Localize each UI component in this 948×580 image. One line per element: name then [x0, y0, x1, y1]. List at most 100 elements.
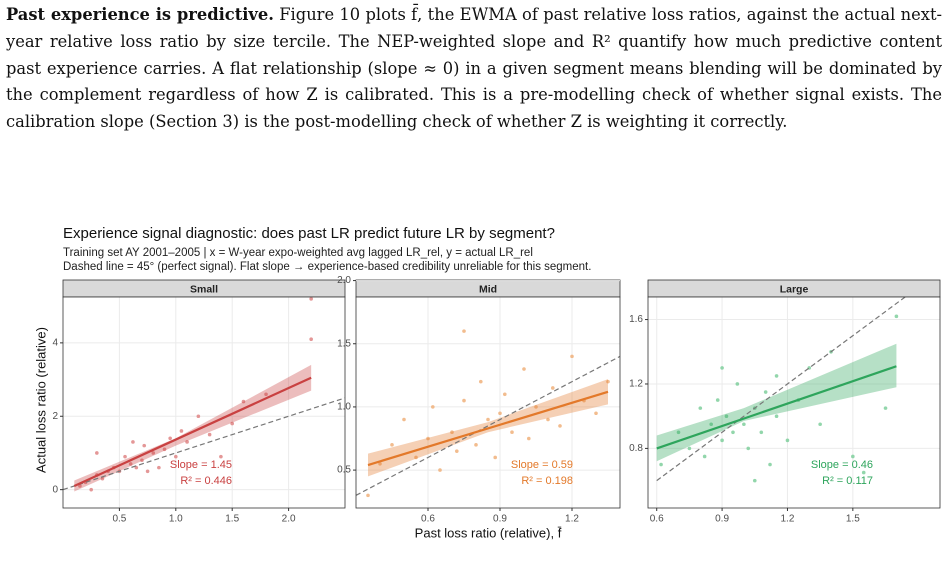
point — [731, 430, 735, 435]
x-tick-label: 1.2 — [565, 514, 579, 525]
plot-layer — [356, 329, 620, 498]
point — [264, 392, 268, 397]
y-tick-label: 1.5 — [337, 338, 351, 349]
plot-layer — [63, 297, 345, 492]
x-tick-label: 0.6 — [421, 514, 435, 525]
point — [474, 443, 478, 447]
point — [861, 470, 866, 475]
point — [450, 430, 454, 434]
point — [219, 454, 223, 459]
point — [558, 424, 562, 428]
point — [462, 329, 466, 333]
point — [763, 390, 768, 394]
figure-subtitle: Dashed line = 45° (perfect signal). Flat… — [63, 261, 591, 273]
point — [455, 449, 459, 453]
y-tick-label: 0.8 — [629, 443, 643, 454]
point — [715, 398, 720, 402]
point — [720, 366, 724, 370]
panel-title: Small — [190, 283, 218, 295]
point — [78, 484, 82, 488]
figure-title: Experience signal diagnostic: does past … — [63, 225, 555, 242]
point — [774, 374, 779, 378]
point — [522, 367, 526, 371]
point — [659, 462, 663, 467]
x-tick-label: 0.6 — [650, 514, 664, 525]
point — [123, 454, 127, 459]
point — [498, 411, 502, 416]
point — [309, 297, 313, 301]
point — [606, 379, 610, 384]
y-tick-label: 2 — [52, 411, 58, 422]
point — [140, 458, 144, 463]
point — [174, 454, 178, 459]
point — [131, 440, 135, 444]
point — [128, 462, 133, 466]
point — [720, 438, 724, 443]
point — [431, 405, 435, 409]
point — [851, 454, 855, 459]
point — [698, 406, 703, 410]
panel-bg — [63, 297, 345, 508]
point — [742, 422, 746, 427]
annotation: R² = 0.117 — [822, 475, 873, 487]
y-tick-label: 1.2 — [629, 379, 643, 390]
reference-line — [656, 297, 906, 482]
y-tick-label: 0.5 — [337, 465, 351, 476]
point — [230, 421, 234, 426]
panel-border — [62, 296, 346, 509]
point — [746, 446, 751, 451]
point — [462, 398, 466, 403]
point — [735, 382, 740, 386]
paragraph-text: Figure 10 plots f̄, the EWMA of past rel… — [6, 5, 943, 132]
x-tick-label: 1.2 — [781, 514, 795, 525]
annotation: R² = 0.198 — [521, 475, 573, 487]
point — [702, 454, 707, 459]
annotation: R² = 0.446 — [180, 475, 232, 487]
x-tick-label: 1.5 — [846, 514, 860, 525]
point — [168, 436, 172, 441]
x-axis-label: Past loss ratio (relative), f̄ — [415, 525, 562, 540]
panel-border — [355, 296, 621, 509]
point — [527, 436, 531, 441]
point — [534, 405, 538, 409]
x-tick-label: 1.0 — [169, 514, 183, 525]
point — [309, 337, 313, 342]
y-tick-label: 1.0 — [337, 402, 351, 413]
point — [100, 476, 105, 481]
x-tick-label: 0.9 — [493, 514, 507, 525]
point — [759, 430, 764, 435]
point — [551, 386, 555, 390]
point — [89, 487, 93, 492]
point — [676, 430, 681, 435]
annotation: Slope = 0.59 — [511, 459, 573, 471]
point — [570, 354, 574, 359]
y-tick-label: 1.6 — [629, 314, 643, 325]
y-tick-label: 2.0 — [337, 275, 351, 286]
panel-title: Large — [780, 283, 809, 295]
point — [157, 465, 161, 470]
point — [179, 429, 184, 433]
point — [207, 432, 212, 437]
x-tick-label: 0.9 — [715, 514, 729, 525]
point — [142, 443, 147, 448]
point — [724, 414, 729, 418]
paragraph-lead: Past experience is predictive. — [6, 5, 274, 24]
x-tick-label: 2.0 — [282, 514, 296, 525]
point — [414, 455, 418, 460]
point — [768, 462, 772, 467]
point — [241, 399, 246, 404]
reference-line — [63, 397, 345, 491]
fit-line — [656, 365, 897, 450]
point — [594, 411, 598, 416]
point — [510, 430, 514, 434]
figure-subtitle: Training set AY 2001–2005 | x = W-year e… — [63, 247, 533, 259]
point — [402, 417, 406, 422]
point — [145, 469, 150, 474]
point — [486, 417, 490, 422]
point — [151, 451, 156, 455]
paragraph: Past experience is predictive. Figure 10… — [6, 2, 942, 136]
point — [426, 436, 430, 441]
fit-line — [367, 390, 609, 467]
point — [687, 446, 692, 451]
point — [774, 414, 779, 418]
